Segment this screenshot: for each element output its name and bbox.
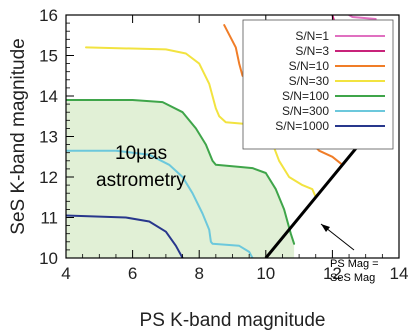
- shaded-area: [66, 100, 295, 258]
- x-tick-label-0: 4: [61, 264, 70, 283]
- x-tick-label-5: 14: [390, 264, 409, 283]
- series-line-0: [348, 15, 377, 20]
- x-tick-label-2: 8: [194, 264, 203, 283]
- y-axis-label: SeS K-band magnitude: [8, 38, 29, 234]
- x-tick-label-3: 10: [256, 264, 275, 283]
- region-label-line-2: astrometry: [96, 170, 186, 191]
- series-line-4: [66, 99, 296, 245]
- legend-label-6: S/N=1000: [275, 119, 329, 133]
- legend-label-0: S/N=1: [295, 29, 329, 43]
- y-tick-label-0: 10: [39, 249, 58, 268]
- y-tick-label-6: 16: [39, 6, 58, 25]
- axes: 4 6 8 10 12 14 10 11 12 13 14 15 16 PS K-band magnitu…: [8, 6, 408, 331]
- series-line-6: [66, 214, 184, 258]
- shaded-region: [66, 100, 295, 258]
- diagonal-label-line-1: PS Mag =: [330, 258, 379, 270]
- annotations: 10μas astrometry PS Mag = SeS Mag: [96, 143, 379, 284]
- legend: S/N=1S/N=3S/N=10S/N=30S/N=100S/N=300S/N=…: [242, 19, 394, 150]
- legend-box: [242, 19, 394, 150]
- legend-label-5: S/N=300: [282, 104, 329, 118]
- x-tick-label-1: 6: [128, 264, 137, 283]
- series-line-5: [66, 149, 254, 258]
- legend-label-1: S/N=3: [295, 44, 329, 58]
- legend-label-3: S/N=30: [289, 74, 330, 88]
- legend-label-4: S/N=100: [282, 89, 329, 103]
- x-tick-label-4: 12: [323, 264, 342, 283]
- diagonal-label-line-2: SeS Mag: [330, 272, 375, 284]
- series-line-3: [85, 46, 317, 199]
- region-label-line-1: 10μas: [115, 143, 167, 164]
- y-tick-label-1: 11: [40, 209, 58, 228]
- x-axis-label: PS K-band magnitude: [140, 310, 326, 331]
- legend-label-2: S/N=10: [289, 59, 330, 73]
- y-tick-label-3: 13: [39, 128, 58, 147]
- annotation-arrowhead: [321, 224, 330, 232]
- y-tick-label-4: 14: [39, 87, 58, 106]
- y-tick-label-5: 15: [39, 47, 58, 66]
- y-tick-label-2: 12: [39, 168, 58, 187]
